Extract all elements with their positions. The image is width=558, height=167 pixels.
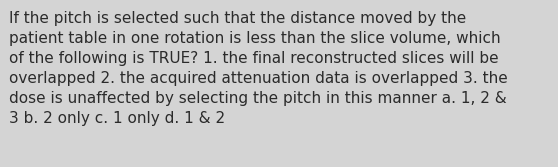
Text: If the pitch is selected such that the distance moved by the
patient table in on: If the pitch is selected such that the d… xyxy=(9,11,508,126)
